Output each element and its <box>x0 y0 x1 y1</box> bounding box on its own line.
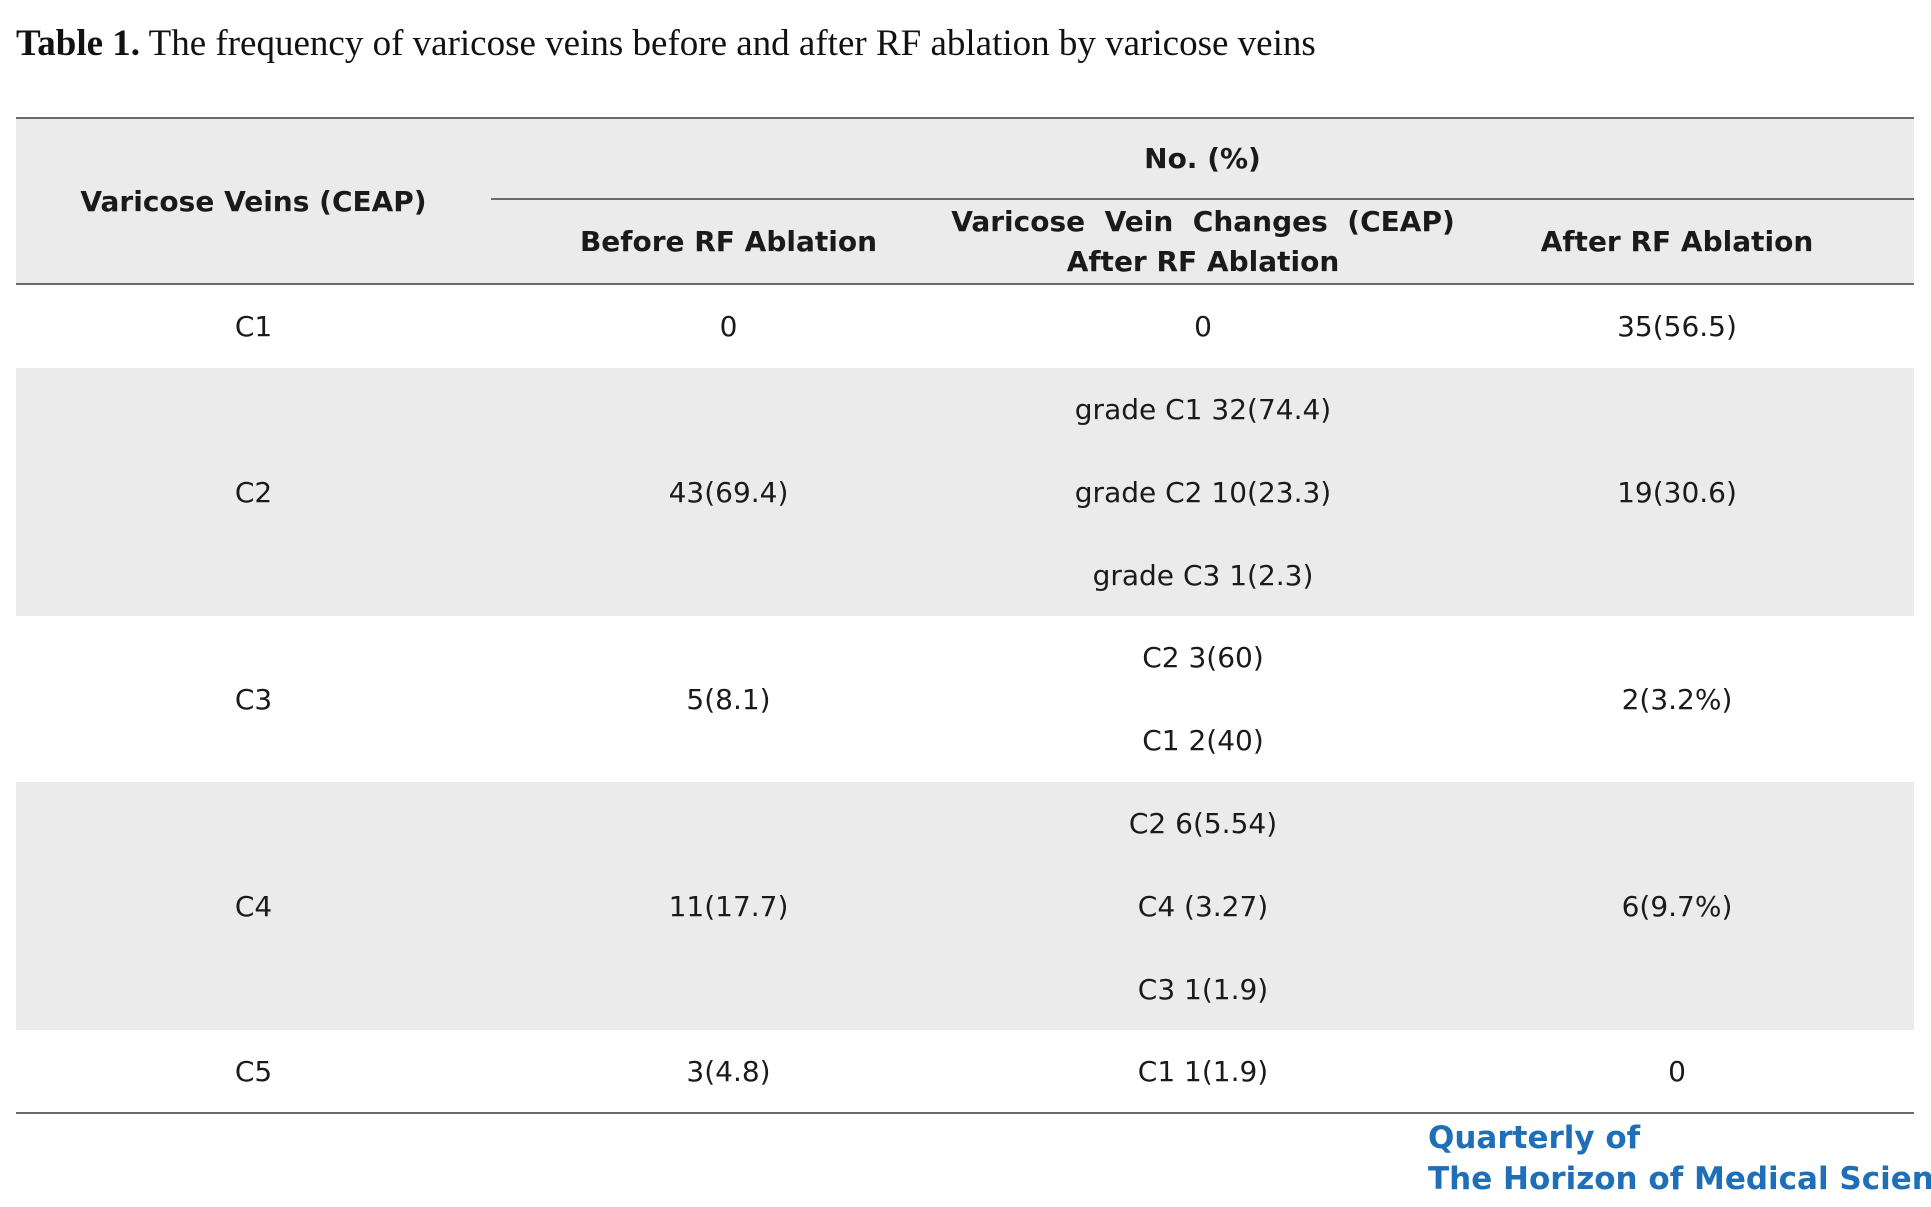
change-value: grade C2 10(23.3) <box>1074 475 1332 509</box>
row-label: C1 <box>234 310 273 343</box>
journal-logo-line1: Quarterly of <box>1428 1120 1641 1156</box>
before-ablation-header: Before RF Ablation <box>579 225 878 258</box>
journal-logo: Quarterly of The Horizon of Medical Scie… <box>1428 1118 1931 1200</box>
before-value: 5(8.1) <box>686 682 771 716</box>
row-label: C3 <box>234 682 273 716</box>
change-value: 0 <box>1194 310 1212 343</box>
table-header-band <box>16 119 1914 283</box>
caption-label: Table 1. <box>16 23 141 64</box>
after-value: 35(56.5) <box>1617 310 1737 343</box>
changes-header-line1: Varicose Vein Changes (CEAP) <box>951 204 1455 238</box>
table-top-rule <box>16 117 1914 119</box>
changes-header: Varicose Vein Changes (CEAP) After RF Ab… <box>951 200 1455 283</box>
table-row: C5 3(4.8) C1 1(1.9) 0 <box>16 1030 1914 1112</box>
before-value: 3(4.8) <box>686 1054 771 1088</box>
after-value: 6(9.7%) <box>1621 889 1733 923</box>
journal-logo-line2: The Horizon of Medical Sciences <box>1428 1161 1931 1197</box>
group-header: No. (%) <box>1144 142 1261 175</box>
changes-cell: C2 3(60) C1 2(40) <box>966 616 1440 782</box>
after-value: 19(30.6) <box>1617 475 1737 509</box>
header-bottom-rule <box>16 283 1914 285</box>
row-label-header: Varicose Veins (CEAP) <box>80 184 427 218</box>
changes-cell: C1 1(1.9) <box>966 1030 1440 1112</box>
change-value: C2 6(5.54) <box>1128 806 1278 840</box>
before-value: 43(69.4) <box>668 475 789 509</box>
group-header-rule <box>491 198 1914 200</box>
table-row: C3 5(8.1) C2 3(60) C1 2(40) 2(3.2%) <box>16 616 1914 782</box>
before-value: 11(17.7) <box>668 889 789 923</box>
changes-cell: 0 <box>966 285 1440 368</box>
table-row: C4 11(17.7) C2 6(5.54) C4 (3.27) C3 1(1.… <box>16 782 1914 1030</box>
caption-text: The frequency of varicose veins before a… <box>140 23 1316 64</box>
change-value: C3 1(1.9) <box>1137 972 1269 1006</box>
change-value: C1 1(1.9) <box>1137 1054 1269 1088</box>
table-row: C1 0 0 35(56.5) <box>16 285 1914 368</box>
after-value: 0 <box>1668 1054 1686 1088</box>
row-label: C2 <box>234 475 273 509</box>
changes-cell: C2 6(5.54) C4 (3.27) C3 1(1.9) <box>966 782 1440 1030</box>
change-value: C2 3(60) <box>1142 641 1264 674</box>
change-value: grade C3 1(2.3) <box>1092 558 1314 592</box>
table-caption: Table 1. The frequency of varicose veins… <box>16 22 1316 65</box>
after-value: 2(3.2%) <box>1621 682 1733 716</box>
table-bottom-rule <box>16 1112 1914 1114</box>
change-value: C4 (3.27) <box>1137 889 1269 923</box>
table-row: C2 43(69.4) grade C1 32(74.4) grade C2 1… <box>16 368 1914 616</box>
before-value: 0 <box>719 310 738 343</box>
changes-cell: grade C1 32(74.4) grade C2 10(23.3) grad… <box>966 368 1440 616</box>
row-label: C4 <box>234 889 273 923</box>
after-ablation-header: After RF Ablation <box>1540 225 1814 258</box>
changes-header-line2: After RF Ablation <box>1066 244 1340 278</box>
row-label: C5 <box>234 1054 273 1088</box>
change-value: grade C1 32(74.4) <box>1074 392 1332 426</box>
change-value: C1 2(40) <box>1142 724 1264 757</box>
